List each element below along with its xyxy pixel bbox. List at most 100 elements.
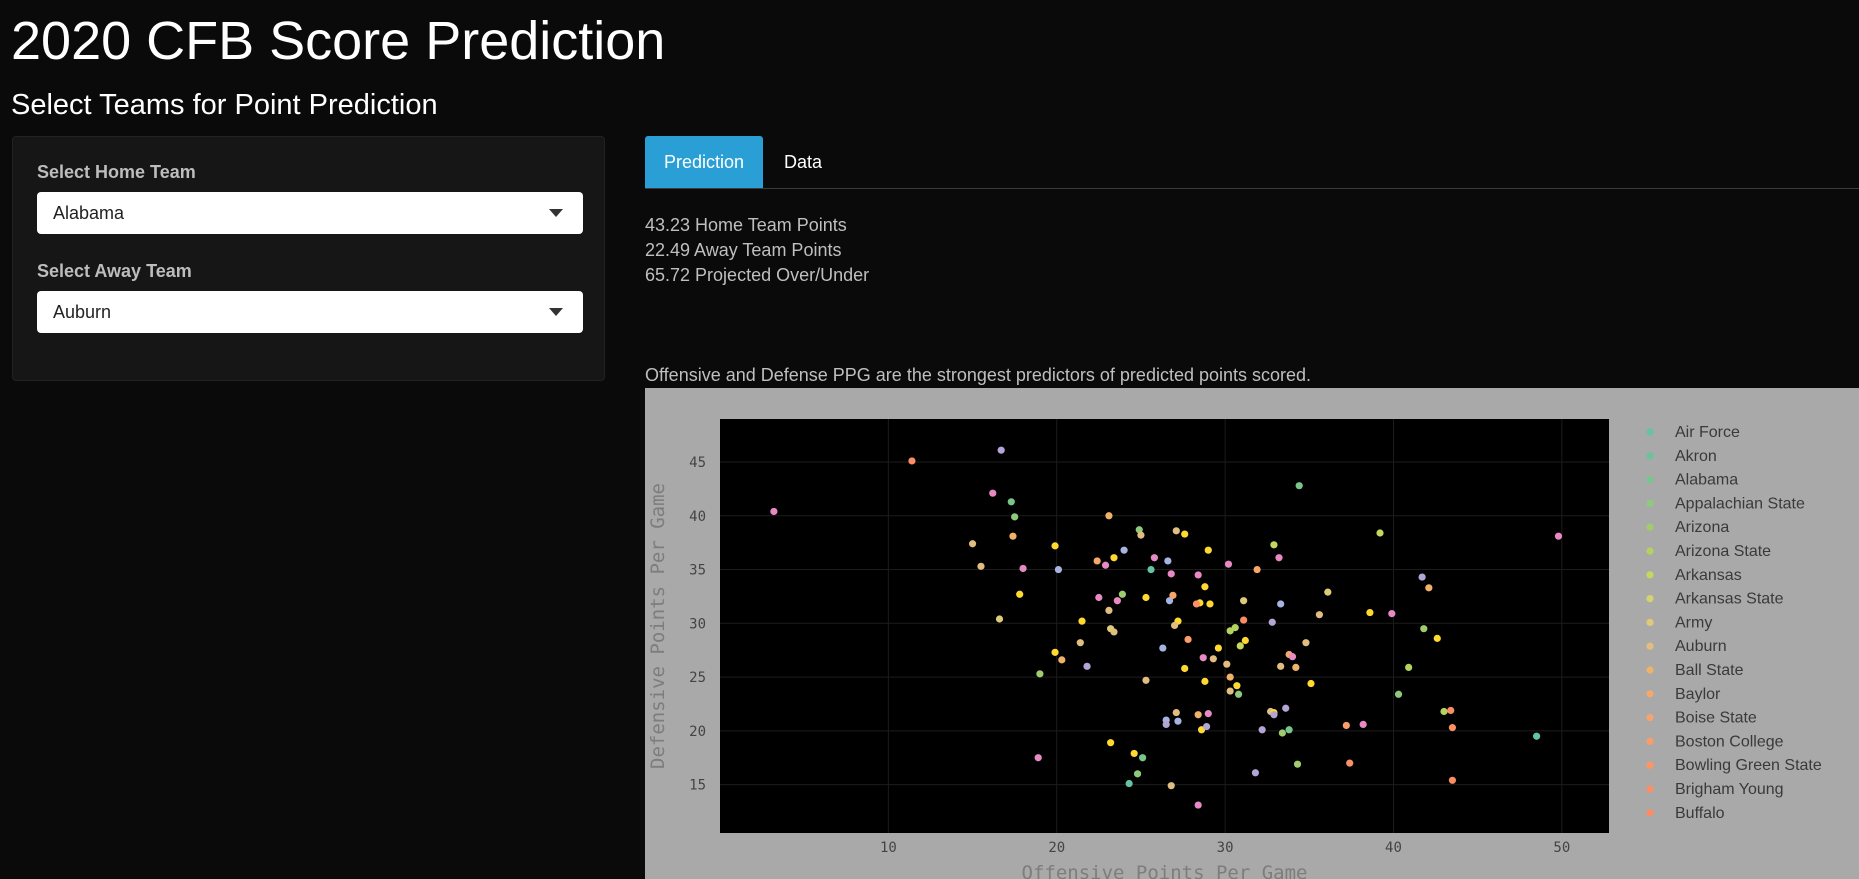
data-point[interactable] (1011, 513, 1019, 521)
scatter-chart-svg[interactable]: 10 20 30 40 50 15 20 25 30 35 40 45 Offensive Points… (645, 388, 1859, 879)
away-team-select[interactable]: Auburn (37, 291, 583, 333)
data-point[interactable] (1214, 644, 1222, 652)
data-point[interactable] (1405, 663, 1413, 671)
data-point[interactable] (1139, 754, 1147, 762)
data-point[interactable] (1150, 554, 1158, 562)
data-point[interactable] (1110, 554, 1118, 562)
data-point[interactable] (1240, 597, 1248, 605)
data-point[interactable] (1285, 726, 1293, 734)
data-point[interactable] (1194, 801, 1202, 809)
data-point[interactable] (1142, 676, 1150, 684)
data-point[interactable] (1270, 711, 1278, 719)
home-team-select[interactable]: Alabama (37, 192, 583, 234)
data-point[interactable] (1376, 529, 1384, 537)
data-point[interactable] (1433, 634, 1441, 642)
legend-marker[interactable] (1646, 618, 1654, 626)
data-point[interactable] (1258, 726, 1266, 734)
data-point[interactable] (1282, 704, 1290, 712)
legend-entry[interactable]: Air Force (1675, 424, 1740, 441)
data-point[interactable] (1184, 635, 1192, 644)
data-point[interactable] (1105, 606, 1113, 615)
data-point[interactable] (1240, 616, 1248, 624)
data-point[interactable] (1315, 611, 1324, 619)
data-point[interactable] (1051, 648, 1059, 656)
data-point[interactable] (1324, 588, 1332, 596)
data-point[interactable] (1388, 610, 1396, 618)
data-point[interactable] (1172, 708, 1180, 717)
legend-entry[interactable]: Brigham Young (1675, 781, 1784, 798)
data-point[interactable] (1204, 710, 1212, 718)
data-point[interactable] (1202, 722, 1211, 731)
data-point[interactable] (1209, 655, 1217, 663)
tab-data[interactable]: Data (783, 152, 823, 172)
data-point[interactable] (1425, 584, 1433, 592)
legend-marker[interactable] (1646, 523, 1654, 531)
data-point[interactable] (1418, 573, 1426, 581)
data-point[interactable] (1241, 636, 1249, 645)
data-point[interactable] (1036, 670, 1044, 678)
data-point[interactable] (1110, 628, 1118, 636)
legend-marker[interactable] (1646, 428, 1654, 436)
data-point[interactable] (1253, 565, 1261, 574)
data-point[interactable] (1076, 639, 1084, 647)
legend-marker[interactable] (1646, 452, 1654, 460)
legend-entry[interactable]: Auburn (1675, 638, 1727, 655)
data-point[interactable] (1533, 732, 1541, 740)
data-point[interactable] (1277, 662, 1285, 670)
data-point[interactable] (1130, 749, 1138, 758)
data-point[interactable] (1420, 625, 1428, 633)
data-point[interactable] (1275, 554, 1283, 562)
data-point[interactable] (1206, 600, 1214, 608)
data-point[interactable] (1034, 754, 1042, 762)
data-point[interactable] (1447, 706, 1455, 715)
data-point[interactable] (1181, 530, 1189, 538)
data-point[interactable] (1164, 557, 1172, 565)
data-point[interactable] (1101, 561, 1110, 569)
legend-entry[interactable]: Akron (1675, 448, 1717, 465)
legend-entry[interactable]: Boston College (1675, 733, 1784, 750)
data-point[interactable] (1554, 532, 1563, 540)
data-point[interactable] (989, 489, 997, 497)
legend-entry[interactable]: Baylor (1675, 686, 1721, 703)
data-point[interactable] (1346, 759, 1354, 767)
data-point[interactable] (1226, 687, 1234, 695)
data-point[interactable] (1366, 608, 1374, 617)
data-point[interactable] (1194, 711, 1202, 719)
tab-prediction[interactable]: Prediction (645, 136, 763, 188)
legend-marker[interactable] (1646, 476, 1654, 484)
legend-marker[interactable] (1646, 690, 1654, 698)
legend-entry[interactable]: Bowling Green State (1675, 757, 1822, 774)
data-point[interactable] (1107, 739, 1115, 747)
data-point[interactable] (1199, 654, 1207, 662)
data-point[interactable] (1295, 482, 1303, 490)
data-point[interactable] (1293, 760, 1302, 768)
legend-entry[interactable]: Arizona (1675, 519, 1729, 536)
legend-entry[interactable]: Army (1675, 614, 1712, 631)
data-point[interactable] (1278, 729, 1286, 737)
data-point[interactable] (1172, 527, 1180, 535)
data-point[interactable] (908, 457, 916, 465)
data-point[interactable] (1226, 673, 1234, 681)
legend-entry[interactable]: Appalachian State (1675, 495, 1805, 512)
data-point[interactable] (1181, 664, 1189, 673)
data-point[interactable] (1167, 570, 1175, 578)
legend-marker[interactable] (1646, 571, 1654, 579)
data-point[interactable] (1162, 720, 1170, 728)
data-point[interactable] (1292, 663, 1300, 671)
legend-marker[interactable] (1646, 547, 1654, 555)
data-point[interactable] (1009, 532, 1017, 540)
data-point[interactable] (1448, 724, 1457, 732)
data-point[interactable] (1192, 600, 1201, 608)
data-point[interactable] (1288, 653, 1297, 661)
legend-entry[interactable]: Arkansas (1675, 567, 1742, 584)
data-point[interactable] (1448, 776, 1457, 784)
data-point[interactable] (968, 540, 977, 548)
data-point[interactable] (1307, 679, 1315, 688)
data-point[interactable] (1270, 541, 1278, 549)
data-point[interactable] (1251, 769, 1260, 777)
data-point[interactable] (1174, 717, 1182, 725)
data-point[interactable] (1169, 591, 1177, 599)
legend-entry[interactable]: Arizona State (1675, 543, 1771, 560)
data-point[interactable] (1058, 656, 1066, 664)
data-point[interactable] (1231, 624, 1239, 632)
